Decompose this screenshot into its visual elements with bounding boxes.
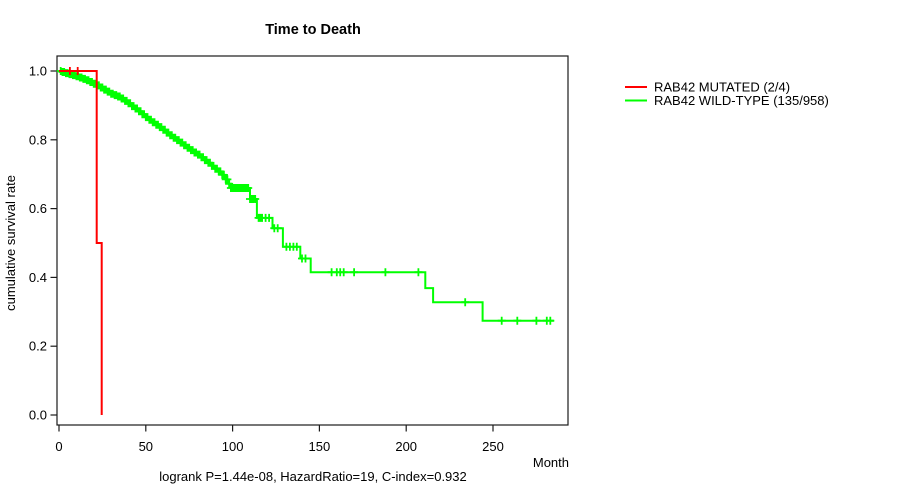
survival-curve [59, 70, 103, 415]
y-tick-label: 0.2 [29, 339, 47, 354]
logrank-stats-annotation: logrank P=1.44e-08, HazardRatio=19, C-in… [159, 469, 467, 484]
y-tick-label: 0.0 [29, 408, 47, 423]
x-tick-label: 150 [309, 439, 331, 454]
x-tick-label: 0 [55, 439, 62, 454]
y-tick-label: 0.8 [29, 132, 47, 147]
x-tick-label: 100 [222, 439, 244, 454]
x-tick-label: 250 [482, 439, 504, 454]
plot-frame [56, 55, 569, 426]
y-axis-label: cumulative survival rate [3, 175, 18, 311]
x-tick-label: 200 [395, 439, 417, 454]
plot-dynamic-layer: 0 50 100 150 200 250 1.0 0.8 0.6 0.4 0.2 0.0 RAB42 M… [29, 55, 829, 454]
y-tick-label: 0.4 [29, 270, 47, 285]
x-axis-label: Month [533, 455, 569, 470]
censor-marks [56, 67, 555, 325]
y-tick-label: 1.0 [29, 64, 47, 79]
y-tick-label: 0.6 [29, 201, 47, 216]
x-tick-label: 50 [139, 439, 153, 454]
chart-title: Time to Death [265, 22, 361, 38]
censor-marks [65, 67, 82, 75]
legend-item-label: RAB42 MUTATED (2/4) [654, 80, 790, 95]
legend-item-label: RAB42 WILD-TYPE (135/958) [654, 93, 829, 108]
